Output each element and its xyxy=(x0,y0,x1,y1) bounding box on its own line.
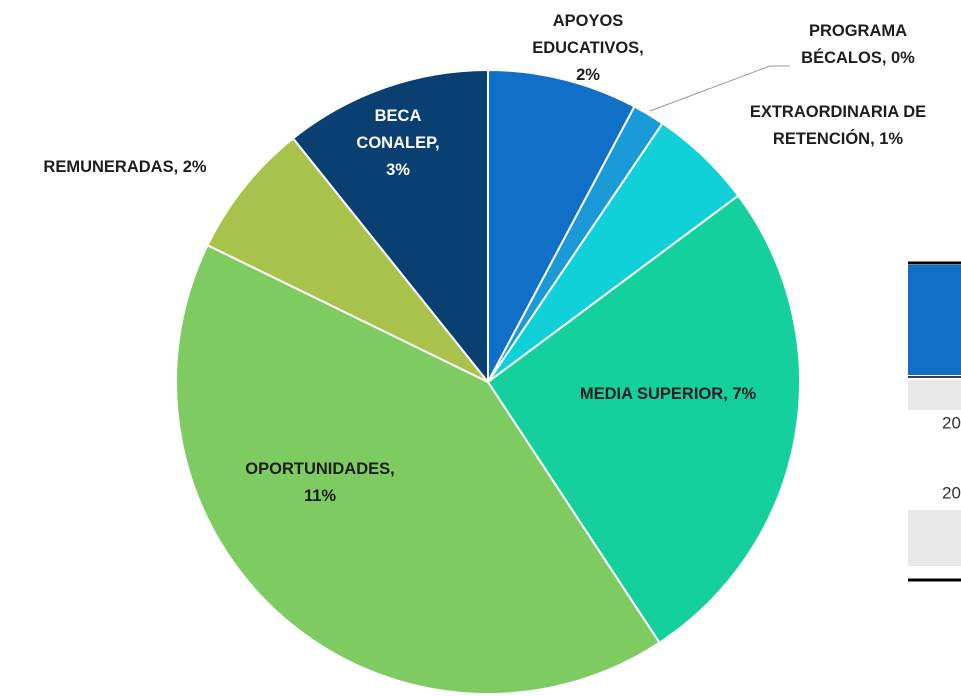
table-row xyxy=(908,380,961,410)
slice-label: EXTRAORDINARIA DE RETENCIÓN, 1% xyxy=(750,103,926,148)
pie-slice xyxy=(487,68,636,383)
pie-slice xyxy=(486,194,801,645)
table-fragment: 20 20 xyxy=(908,261,961,582)
pie-slice xyxy=(206,136,489,383)
slice-label: OPORTUNIDADES, 11% xyxy=(245,460,394,505)
slice-label: APOYOS EDUCATIVOS, 2% xyxy=(532,12,644,84)
leader-line xyxy=(649,65,790,112)
table-cell: 20 xyxy=(942,413,961,432)
slice-label: PROGRAMA BÉCALOS, 0% xyxy=(801,22,915,67)
slice-label: MEDIA SUPERIOR, 7% xyxy=(580,385,757,403)
slice-label: BECA CONALEP, 3% xyxy=(356,107,439,179)
pie-slice xyxy=(291,68,489,385)
slice-label: REMUNERADAS, 2% xyxy=(43,158,207,176)
table-header xyxy=(908,265,961,375)
table-row xyxy=(908,510,961,566)
pie-slice xyxy=(175,243,661,695)
table-cell: 20 xyxy=(942,483,961,502)
